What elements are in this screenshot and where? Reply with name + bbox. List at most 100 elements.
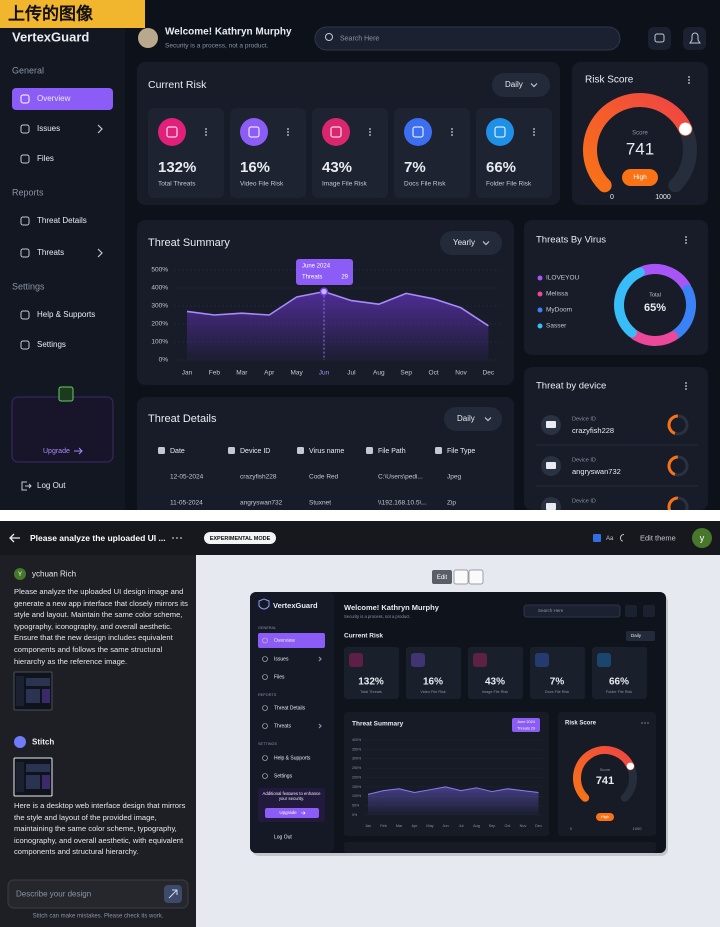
tooltip-value: 29: [341, 275, 348, 281]
legend-label: Sasser: [546, 323, 567, 330]
risk-icon: [535, 653, 549, 667]
risk-value: 16%: [423, 677, 443, 688]
x-tick-label: Mar: [236, 370, 248, 377]
table-cell: C:\Users\pedi...: [378, 474, 423, 481]
upgrade-button[interactable]: Upgrade: [43, 448, 70, 455]
edit-theme[interactable]: Edit theme: [640, 533, 676, 542]
risk-tile: [592, 647, 647, 699]
kebab-dot: [685, 242, 687, 244]
line: [186, 290, 489, 327]
y-tick-label: 200%: [151, 321, 168, 328]
column-icon: [435, 447, 442, 454]
card-title: Risk Score: [585, 75, 634, 86]
icon-button[interactable]: [625, 605, 637, 617]
x-tick-label: Sep: [400, 370, 412, 377]
nav-item[interactable]: Issues: [37, 124, 60, 133]
dropdown[interactable]: [440, 231, 502, 255]
nav-active[interactable]: [258, 633, 325, 648]
separator: [0, 510, 720, 521]
nav-item[interactable]: Threats: [37, 248, 64, 257]
nav-item[interactable]: Files: [37, 154, 54, 163]
nav-item[interactable]: Log Out: [274, 834, 292, 840]
stitch-logo: [14, 736, 26, 748]
donut-segment: [629, 329, 678, 346]
nav-item[interactable]: Settings: [274, 773, 293, 779]
column-header: File Path: [378, 448, 406, 455]
project-title: Please analyze the uploaded UI ...: [30, 533, 166, 543]
section-label: General: [12, 65, 44, 75]
icon-button[interactable]: [643, 605, 655, 617]
x-tick-label: Oct: [505, 824, 512, 828]
card: [524, 220, 708, 355]
nav-item[interactable]: Issues: [274, 656, 289, 662]
arrow: [74, 447, 83, 455]
search-placeholder: Search Here: [538, 608, 564, 613]
icon-button[interactable]: [683, 27, 706, 50]
risk-value: 16%: [240, 159, 270, 176]
legend-dot: [537, 307, 543, 313]
welcome: Welcome! Kathryn Murphy: [344, 603, 440, 612]
table-cell: \\192.168.10.5\...: [378, 500, 427, 507]
nav-icon: [20, 310, 30, 320]
icon-button[interactable]: [648, 27, 671, 50]
card-title: Threat by device: [536, 381, 606, 392]
upgrade-button[interactable]: [265, 808, 319, 818]
nav-icon: [262, 773, 268, 779]
risk-label: Docs File Risk: [545, 690, 569, 694]
search-icon: [325, 33, 333, 41]
dropdown[interactable]: [444, 407, 502, 431]
nav-active[interactable]: [12, 88, 113, 110]
gauge-min: 0: [570, 826, 573, 831]
chat-user: ychuan Rich: [32, 570, 76, 579]
theme-icon: Aa: [606, 536, 614, 542]
nav-item[interactable]: Threat Details: [274, 705, 306, 711]
kebab-dot: [685, 236, 687, 238]
nav-item[interactable]: Log Out: [37, 481, 66, 490]
risk-label: Video File Risk: [420, 690, 445, 694]
nav-item[interactable]: Threats: [274, 723, 291, 729]
nav-item[interactable]: Overview: [37, 94, 71, 103]
nav-item[interactable]: Settings: [37, 340, 66, 349]
nav-item[interactable]: Help & Supports: [37, 310, 95, 319]
badge: [622, 169, 658, 186]
device-glyph: [546, 421, 556, 428]
card-title: Risk Score: [565, 721, 597, 727]
nav-item[interactable]: Files: [274, 674, 285, 680]
search-box[interactable]: [314, 26, 621, 51]
search-box[interactable]: [523, 604, 621, 618]
dropdown[interactable]: [492, 73, 550, 97]
kebab-dot: [533, 131, 535, 133]
chat-input[interactable]: [7, 879, 189, 909]
card-title: Threat Summary: [148, 237, 230, 249]
risk-tile: [344, 647, 399, 699]
risk-value: 132%: [158, 159, 196, 176]
column-header: Virus name: [309, 448, 344, 455]
table-cell: 11-05-2024: [170, 500, 203, 507]
legend-dot: [537, 275, 543, 281]
toolbar-edit-label: Edit: [437, 575, 448, 581]
nav-icon: [20, 154, 30, 164]
x-tick-label: Feb: [380, 824, 387, 828]
x-tick-label: Jul: [459, 824, 464, 828]
kebab-dot: [369, 134, 371, 136]
section-label: Reports: [12, 187, 44, 197]
nav-item[interactable]: Help & Supports: [274, 755, 311, 761]
toolbar-button[interactable]: [468, 569, 484, 585]
nav-icon: [262, 755, 268, 761]
thumb-side: [16, 676, 24, 706]
toolbar-button[interactable]: [453, 569, 469, 585]
kebab-dot: [644, 722, 646, 724]
gauge-value: [583, 93, 693, 193]
dropdown[interactable]: [626, 631, 655, 641]
shield-icon: [258, 598, 270, 610]
nav-item[interactable]: Overview: [274, 638, 295, 644]
avatar: [138, 28, 158, 48]
card: [137, 397, 514, 522]
nav-item[interactable]: Threat Details: [37, 216, 87, 225]
kebab-dot: [451, 131, 453, 133]
mode-pill: [204, 532, 276, 544]
card-title: Current Risk: [344, 633, 383, 640]
toolbar-edit[interactable]: [432, 570, 452, 584]
table-cell: crazyfish228: [240, 474, 277, 481]
